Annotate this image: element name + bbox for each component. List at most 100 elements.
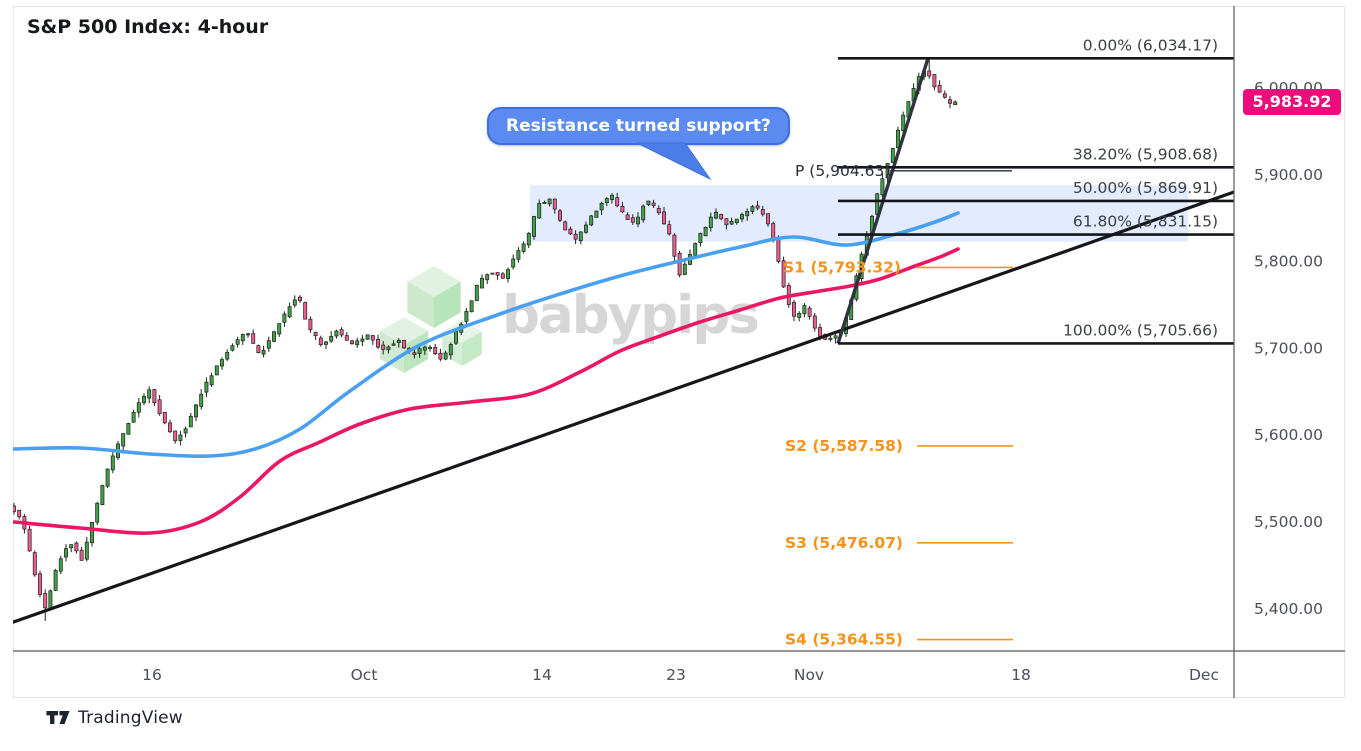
candle-body bbox=[261, 349, 266, 355]
candle-body bbox=[360, 338, 365, 342]
candle-body bbox=[573, 233, 578, 240]
candle-body bbox=[313, 331, 318, 337]
candle-body bbox=[724, 218, 729, 226]
candle-body bbox=[599, 203, 604, 211]
candle-body bbox=[168, 422, 172, 433]
callout-bubble: Resistance turned support? bbox=[487, 107, 790, 145]
candle-body bbox=[110, 455, 115, 471]
candle-body bbox=[13, 505, 16, 512]
candle-body bbox=[173, 430, 178, 442]
tradingview-mark-icon bbox=[46, 711, 70, 724]
candle-body bbox=[516, 250, 521, 260]
candle-body bbox=[58, 558, 63, 572]
candle-body bbox=[448, 344, 453, 356]
candle-body bbox=[942, 93, 947, 98]
candle-body bbox=[745, 211, 750, 217]
candle-body bbox=[188, 415, 193, 428]
candle-body bbox=[584, 224, 588, 233]
candle-body bbox=[469, 300, 474, 313]
candle-body bbox=[27, 528, 32, 552]
time-axis-label: 14 bbox=[532, 666, 552, 684]
candle-body bbox=[365, 334, 370, 340]
candle-body bbox=[391, 343, 396, 346]
candle-body bbox=[646, 200, 651, 205]
candle-body bbox=[282, 313, 287, 323]
candle-body bbox=[157, 399, 162, 415]
candle-body bbox=[277, 323, 282, 335]
candle-body bbox=[708, 216, 713, 228]
chart-canvas[interactable]: 0.00% (6,034.17) 38.20% (5,908.68) 50.00% … bbox=[13, 6, 1345, 698]
candle-body bbox=[589, 215, 594, 226]
candle-body bbox=[209, 375, 214, 386]
candle-body bbox=[594, 210, 599, 218]
price-axis-label: 5,700.00 bbox=[1254, 339, 1323, 357]
candle-body bbox=[329, 336, 334, 342]
candle-body bbox=[771, 223, 776, 239]
time-axis-label: Oct bbox=[351, 666, 378, 684]
candle-body bbox=[235, 339, 240, 345]
candle-body bbox=[750, 206, 755, 212]
candle-body bbox=[500, 273, 505, 279]
cube-face bbox=[379, 317, 429, 345]
tv-mark-7 bbox=[59, 711, 70, 724]
candle-body bbox=[610, 194, 614, 200]
candle-body bbox=[901, 114, 906, 131]
candle-body bbox=[755, 205, 760, 209]
candle-body bbox=[521, 243, 526, 252]
candle-body bbox=[932, 74, 937, 88]
candle-body bbox=[729, 221, 734, 225]
cube-face bbox=[404, 331, 429, 373]
candle-body bbox=[766, 213, 770, 225]
callout-annotation: Resistance turned support? bbox=[487, 107, 790, 181]
candle-body bbox=[537, 202, 542, 219]
candle-body bbox=[698, 233, 703, 244]
candle-body bbox=[204, 381, 209, 393]
candle-body bbox=[38, 573, 42, 595]
candle-body bbox=[636, 216, 640, 225]
tv-mark-t bbox=[46, 711, 58, 724]
candle-body bbox=[532, 216, 536, 237]
candle-body bbox=[474, 284, 479, 301]
candle-body bbox=[740, 214, 744, 220]
candle-body bbox=[220, 359, 224, 367]
candle-body bbox=[178, 434, 183, 441]
candle-body bbox=[381, 344, 386, 350]
candle-body bbox=[719, 213, 724, 220]
candle-body bbox=[677, 252, 682, 276]
candle-body bbox=[32, 552, 37, 576]
candle-body bbox=[760, 209, 765, 215]
candle-body bbox=[558, 210, 562, 221]
candle-body bbox=[490, 272, 495, 275]
candle-body bbox=[604, 198, 609, 204]
candle-body bbox=[84, 541, 89, 560]
candle-body bbox=[547, 198, 552, 205]
candle-body bbox=[303, 302, 308, 320]
candle-body bbox=[526, 233, 531, 246]
candle-body bbox=[355, 340, 360, 346]
candle-body bbox=[656, 207, 661, 214]
support-label: S2 (5,587.58) bbox=[785, 437, 903, 455]
candle-body bbox=[682, 263, 687, 275]
candle-body bbox=[344, 335, 349, 341]
tradingview-logo-text: TradingView bbox=[78, 707, 183, 728]
candle-body bbox=[64, 548, 68, 558]
candle-body bbox=[386, 346, 391, 351]
support-label: S3 (5,476.07) bbox=[785, 534, 903, 552]
candle-body bbox=[308, 318, 313, 331]
candle-body bbox=[948, 99, 952, 104]
cube-face bbox=[407, 281, 434, 328]
candle-body bbox=[464, 311, 469, 322]
candle-body bbox=[703, 227, 708, 237]
cube-face bbox=[379, 331, 404, 373]
time-axis-label: Nov bbox=[794, 666, 824, 684]
fib-label: 100.00% (5,705.66) bbox=[1063, 321, 1218, 339]
candle-body bbox=[953, 101, 958, 106]
last-price-badge: 5,983.92 bbox=[1243, 88, 1341, 115]
resistance-zone bbox=[530, 185, 1188, 242]
candle-body bbox=[246, 333, 250, 336]
candle-body bbox=[807, 307, 812, 317]
candle-body bbox=[615, 197, 620, 207]
tradingview-logo[interactable]: TradingView bbox=[45, 707, 183, 728]
candle-body bbox=[17, 509, 22, 518]
fib-label: 61.80% (5,831.15) bbox=[1073, 213, 1218, 231]
